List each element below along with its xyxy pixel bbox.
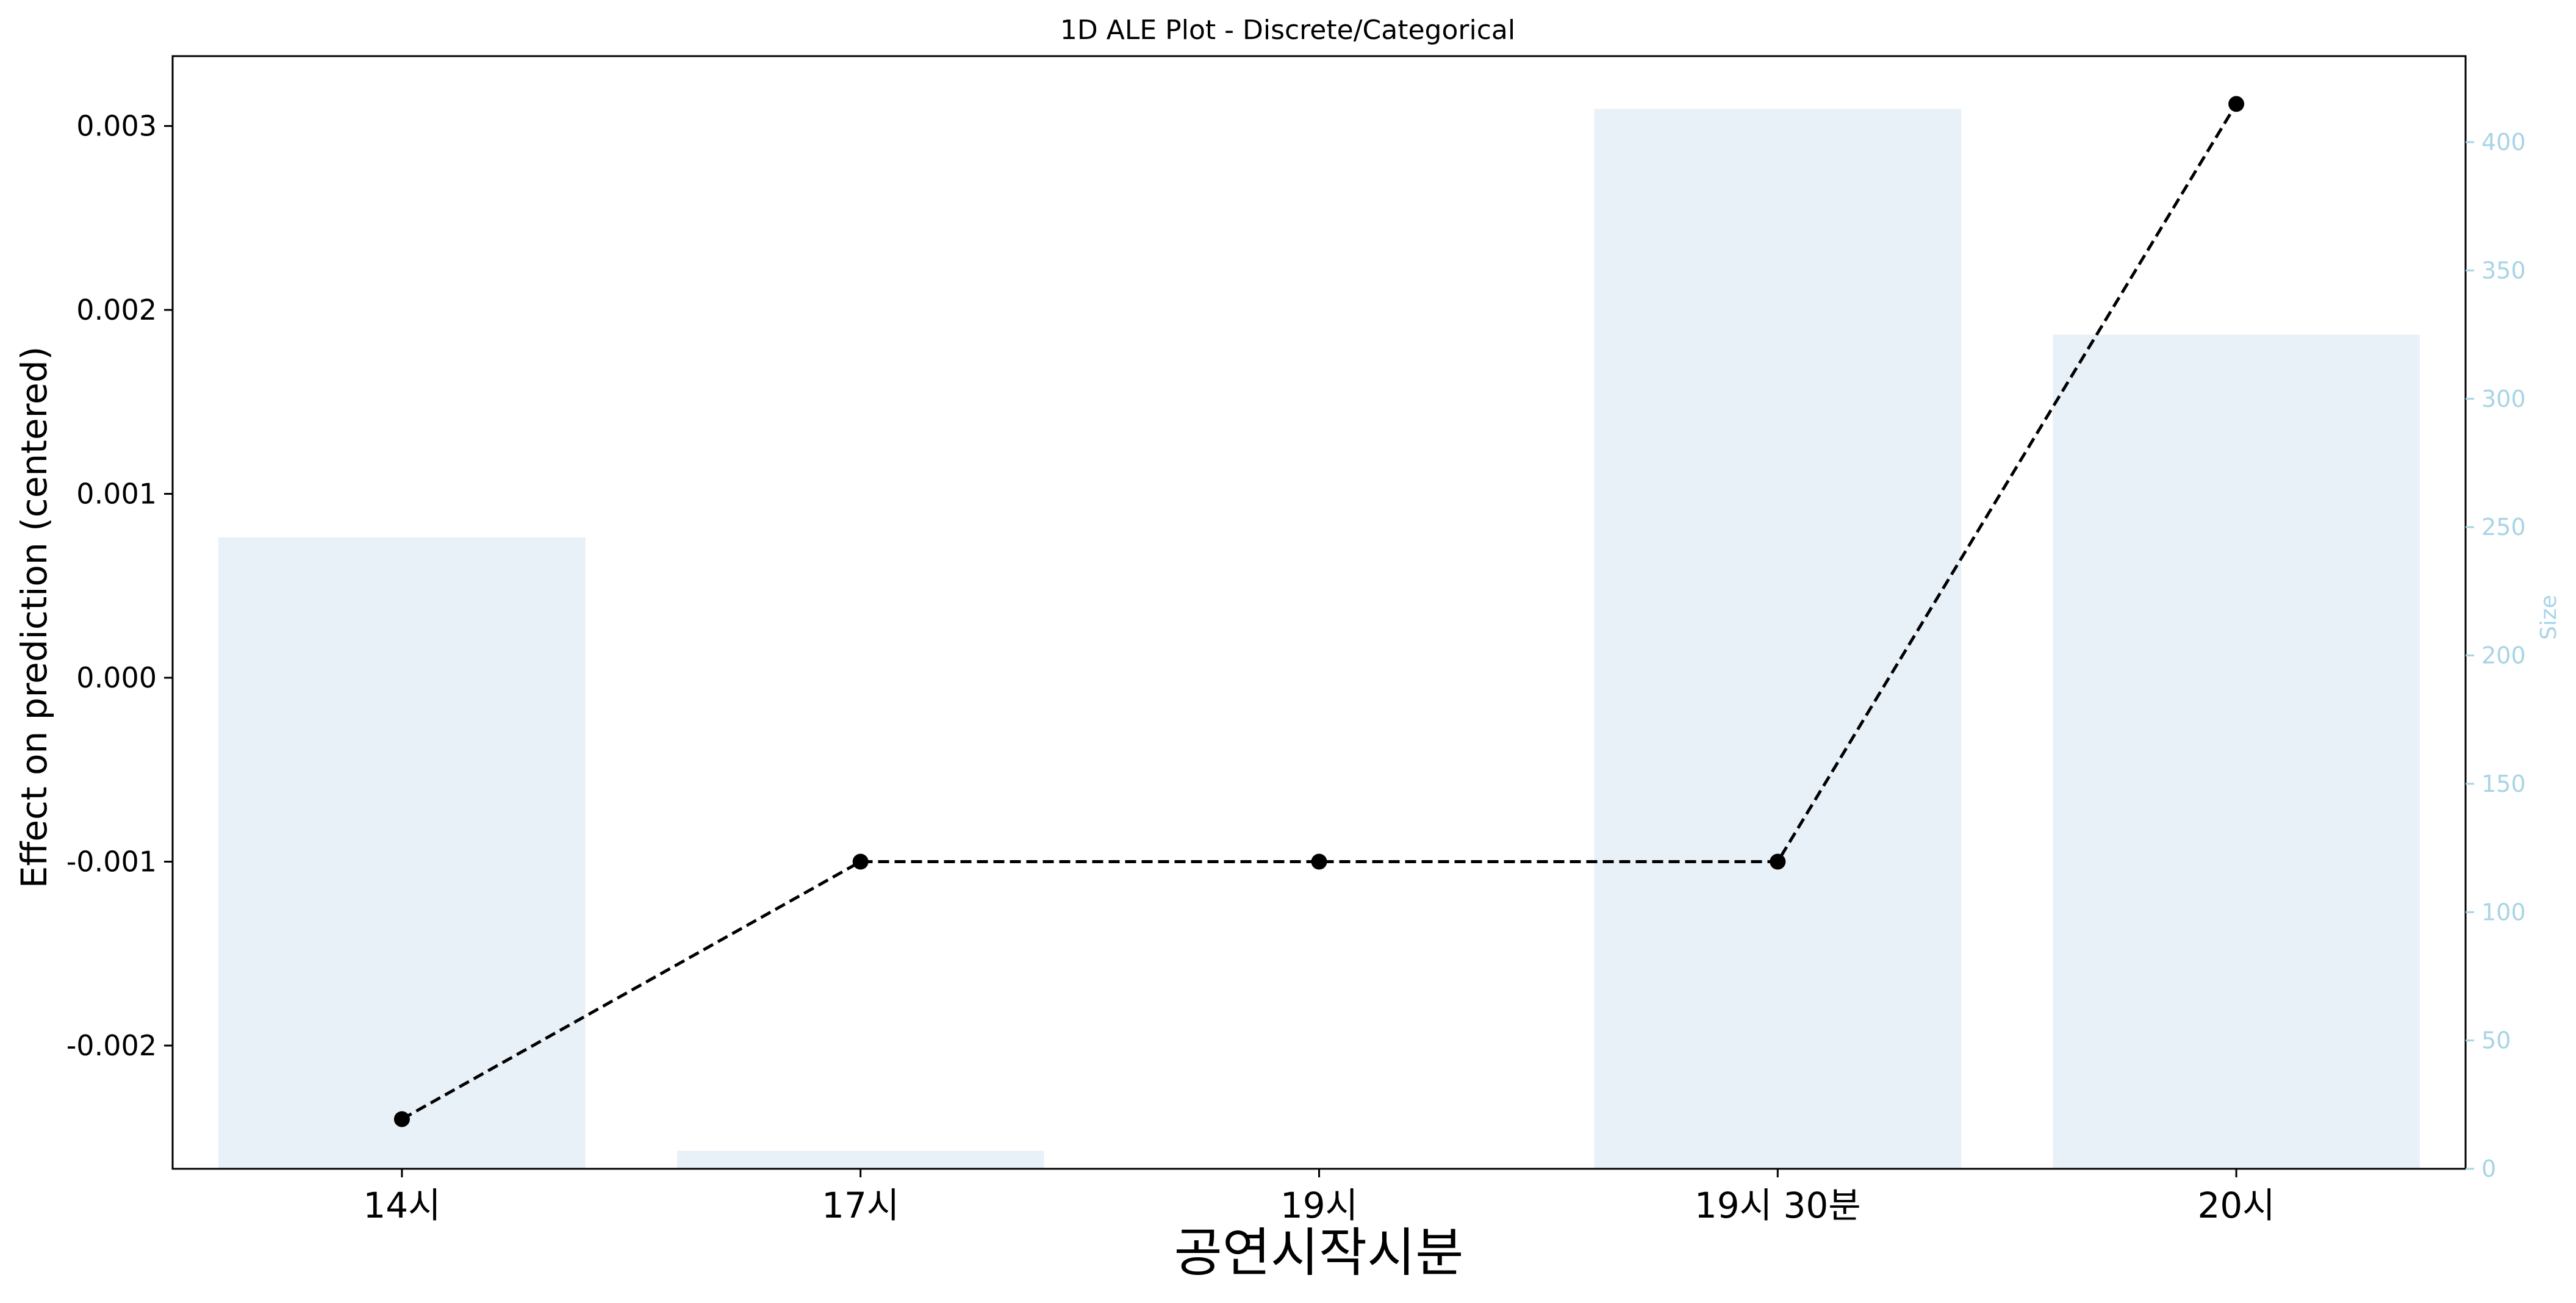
y2-tick-label: 0 (2481, 1155, 2496, 1182)
size-bars (218, 109, 2420, 1169)
y2-tick-label: 200 (2481, 642, 2526, 669)
ale-series-line (401, 103, 2238, 1121)
axis-labels: 1D ALE Plot - Discrete/Categorical 공연시작시… (13, 15, 2561, 1283)
x-tick-label: 19시 30분 (1695, 1185, 1861, 1226)
x-tick-label: 17시 (822, 1185, 899, 1226)
size-bar (676, 1150, 1044, 1169)
secondary-y-axis-label: Size (2536, 595, 2561, 640)
y-tick-label: -0.001 (66, 845, 157, 878)
chart-title: 1D ALE Plot - Discrete/Categorical (1060, 15, 1515, 46)
y2-tick-label: 50 (2481, 1027, 2511, 1054)
y2-tick-label: 300 (2481, 386, 2526, 412)
y2-tick-label: 250 (2481, 514, 2526, 540)
x-tick-label: 19시 (1280, 1185, 1358, 1226)
ale-point (393, 1111, 410, 1127)
y2-tick-label: 150 (2481, 770, 2526, 797)
y-tick-label: 0.003 (76, 110, 157, 143)
y-tick-label: -0.002 (66, 1029, 157, 1062)
y2-tick-label: 350 (2481, 257, 2526, 284)
y-axis-label: Effect on prediction (centered) (13, 346, 55, 889)
axes: -0.002 -0.001 0.000 0.001 0.002 0.003 14시 17시 19… (66, 55, 2526, 1226)
size-bar (2053, 334, 2420, 1169)
x-tick-label: 20시 (2198, 1185, 2275, 1226)
y2-tick-label: 100 (2481, 899, 2526, 925)
x-tick-label: 14시 (363, 1185, 440, 1226)
y2-tick-label: 400 (2481, 129, 2526, 156)
y-tick-label: 0.000 (76, 661, 157, 694)
y-tick-label: 0.002 (76, 293, 157, 326)
ale-point (1770, 853, 1786, 870)
size-bar (218, 537, 586, 1169)
y-tick-label: 0.001 (76, 478, 157, 511)
size-bar (1594, 109, 1962, 1169)
ale-point (852, 853, 869, 870)
ale-line (393, 96, 2245, 1127)
ale-point (1311, 853, 1327, 870)
ale-point (2228, 96, 2245, 112)
x-axis-label: 공연시작시분 (1174, 1222, 1464, 1283)
